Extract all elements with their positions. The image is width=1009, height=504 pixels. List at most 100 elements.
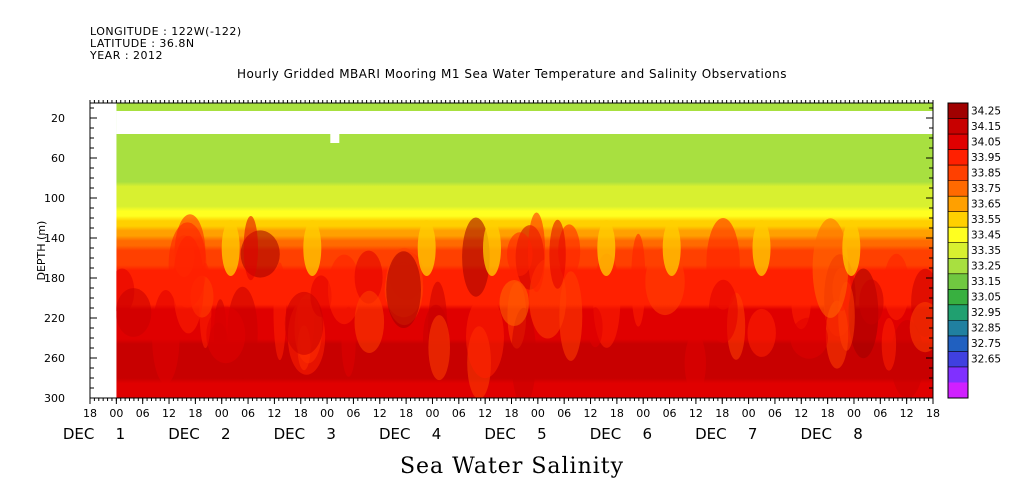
colorbar-swatch <box>948 273 968 290</box>
y-tick-label: 220 <box>44 312 65 325</box>
x-axis-label: Sea Water Salinity <box>399 454 625 479</box>
contour-patch <box>152 290 180 384</box>
contour-patch <box>354 290 385 353</box>
x-tick-label: 00 <box>742 407 756 420</box>
thermocline-dip <box>842 220 861 276</box>
colorbar-swatch <box>948 165 968 182</box>
colorbar-level-label: 33.25 <box>971 261 1001 273</box>
x-tick-label: 06 <box>557 407 571 420</box>
contour-patch <box>273 262 287 361</box>
latitude-label: LATITUDE : 36.8N <box>90 37 195 50</box>
x-tick-label: 18 <box>505 407 519 420</box>
y-tick-label: 180 <box>44 272 65 285</box>
colorbar-level-label: 33.65 <box>971 198 1001 210</box>
x-day-number-label: 8 <box>853 425 863 443</box>
contour-patch <box>631 233 646 327</box>
x-tick-label: 18 <box>821 407 835 420</box>
colorbar-level-label: 33.85 <box>971 167 1001 179</box>
contour-patch <box>462 217 490 297</box>
colorbar-swatch <box>948 134 968 151</box>
contour-patch <box>883 253 910 321</box>
contour-patch <box>284 291 324 355</box>
y-tick-label: 260 <box>44 352 65 365</box>
contour-patch <box>791 275 811 330</box>
colorbar-swatch <box>948 335 968 352</box>
colorbar-swatch <box>948 242 968 259</box>
x-tick-label: 00 <box>425 407 439 420</box>
contour-patch <box>116 288 152 337</box>
y-tick-label: 60 <box>51 152 65 165</box>
colorbar-level-label: 33.95 <box>971 152 1001 164</box>
contour-patch <box>790 317 828 359</box>
colorbar-level-label: 34.15 <box>971 121 1001 133</box>
contour-patch <box>466 295 504 379</box>
colorbar-swatch <box>948 118 968 135</box>
x-tick-label: 00 <box>636 407 650 420</box>
colorbar-swatch <box>948 196 968 213</box>
x-tick-label: 12 <box>373 407 387 420</box>
contour-patch <box>499 280 529 326</box>
thermocline-dip <box>597 220 616 276</box>
colorbar-level-label: 33.75 <box>971 183 1001 195</box>
x-tick-label: 12 <box>584 407 598 420</box>
x-tick-label: 00 <box>109 407 123 420</box>
thermocline-dip <box>483 220 501 276</box>
colorbar-swatch <box>948 304 968 321</box>
x-tick-label: 12 <box>267 407 281 420</box>
x-tick-label: 18 <box>926 407 940 420</box>
x-day-number-label: 2 <box>221 425 231 443</box>
x-tick-label: 00 <box>531 407 545 420</box>
thermocline-dip <box>752 220 771 276</box>
colorbar-swatch <box>948 289 968 306</box>
x-day-month-label: DEC <box>168 425 200 443</box>
x-tick-label: 00 <box>320 407 334 420</box>
colorbar-level-label: 32.85 <box>971 323 1001 335</box>
contour-patch <box>507 232 533 277</box>
x-tick-label: 18 <box>188 407 202 420</box>
chart-title: Hourly Gridded MBARI Mooring M1 Sea Wate… <box>236 67 788 81</box>
contour-patch <box>559 271 583 361</box>
contour-patch <box>812 218 849 318</box>
contour-patch <box>549 219 566 289</box>
y-axis-label: DEPTH (m) <box>35 221 48 281</box>
contour-patch <box>684 333 706 394</box>
year-label: YEAR : 2012 <box>90 49 164 62</box>
contour-patch <box>386 251 421 328</box>
contour-patch <box>354 250 383 304</box>
colorbar-swatch <box>948 382 968 399</box>
x-tick-label: 12 <box>900 407 914 420</box>
colorbar-swatch <box>948 258 968 275</box>
colorbar-level-label: 34.25 <box>971 105 1001 117</box>
contour-patch <box>341 306 356 377</box>
contour-patch <box>327 254 361 325</box>
contour-patch <box>173 235 204 334</box>
y-tick-label: 140 <box>44 232 65 245</box>
x-day-month-label: DEC <box>800 425 832 443</box>
x-tick-label: 12 <box>162 407 176 420</box>
thermocline-dip <box>221 220 240 276</box>
x-tick-label: 12 <box>689 407 703 420</box>
colorbar-level-label: 32.95 <box>971 307 1001 319</box>
colorbar-level-label: 32.75 <box>971 338 1001 350</box>
contour-patch <box>511 307 537 398</box>
colorbar-swatch <box>948 149 968 166</box>
y-axis: 20 60 100 140 180 220 260 300 <box>44 107 933 405</box>
colorbar-swatch <box>948 180 968 197</box>
x-tick-label: 06 <box>241 407 255 420</box>
x-day-month-label: DEC <box>379 425 411 443</box>
colorbar-level-label: 32.65 <box>971 354 1001 366</box>
x-day-number-label: 7 <box>748 425 758 443</box>
colorbar-swatch <box>948 227 968 244</box>
x-tick-label: 00 <box>847 407 861 420</box>
missing-data-band <box>116 111 933 134</box>
colorbar-level-label: 34.05 <box>971 136 1001 148</box>
contour-patch <box>909 302 933 353</box>
y-tick-label: 100 <box>44 192 65 205</box>
x-tick-label: 06 <box>768 407 782 420</box>
colorbar-legend: 34.25 34.15 34.05 33.95 33.85 33.75 33.65 33.55… <box>947 102 1001 399</box>
contour-patch <box>708 279 738 343</box>
x-tick-label: 18 <box>715 407 729 420</box>
x-day-number-label: 5 <box>537 425 547 443</box>
x-tick-label: 06 <box>663 407 677 420</box>
plot-area <box>89 102 934 399</box>
